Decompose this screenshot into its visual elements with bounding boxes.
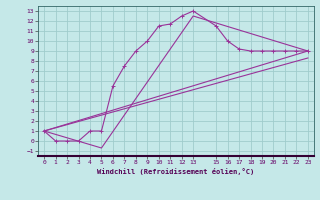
X-axis label: Windchill (Refroidissement éolien,°C): Windchill (Refroidissement éolien,°C) (97, 168, 255, 175)
